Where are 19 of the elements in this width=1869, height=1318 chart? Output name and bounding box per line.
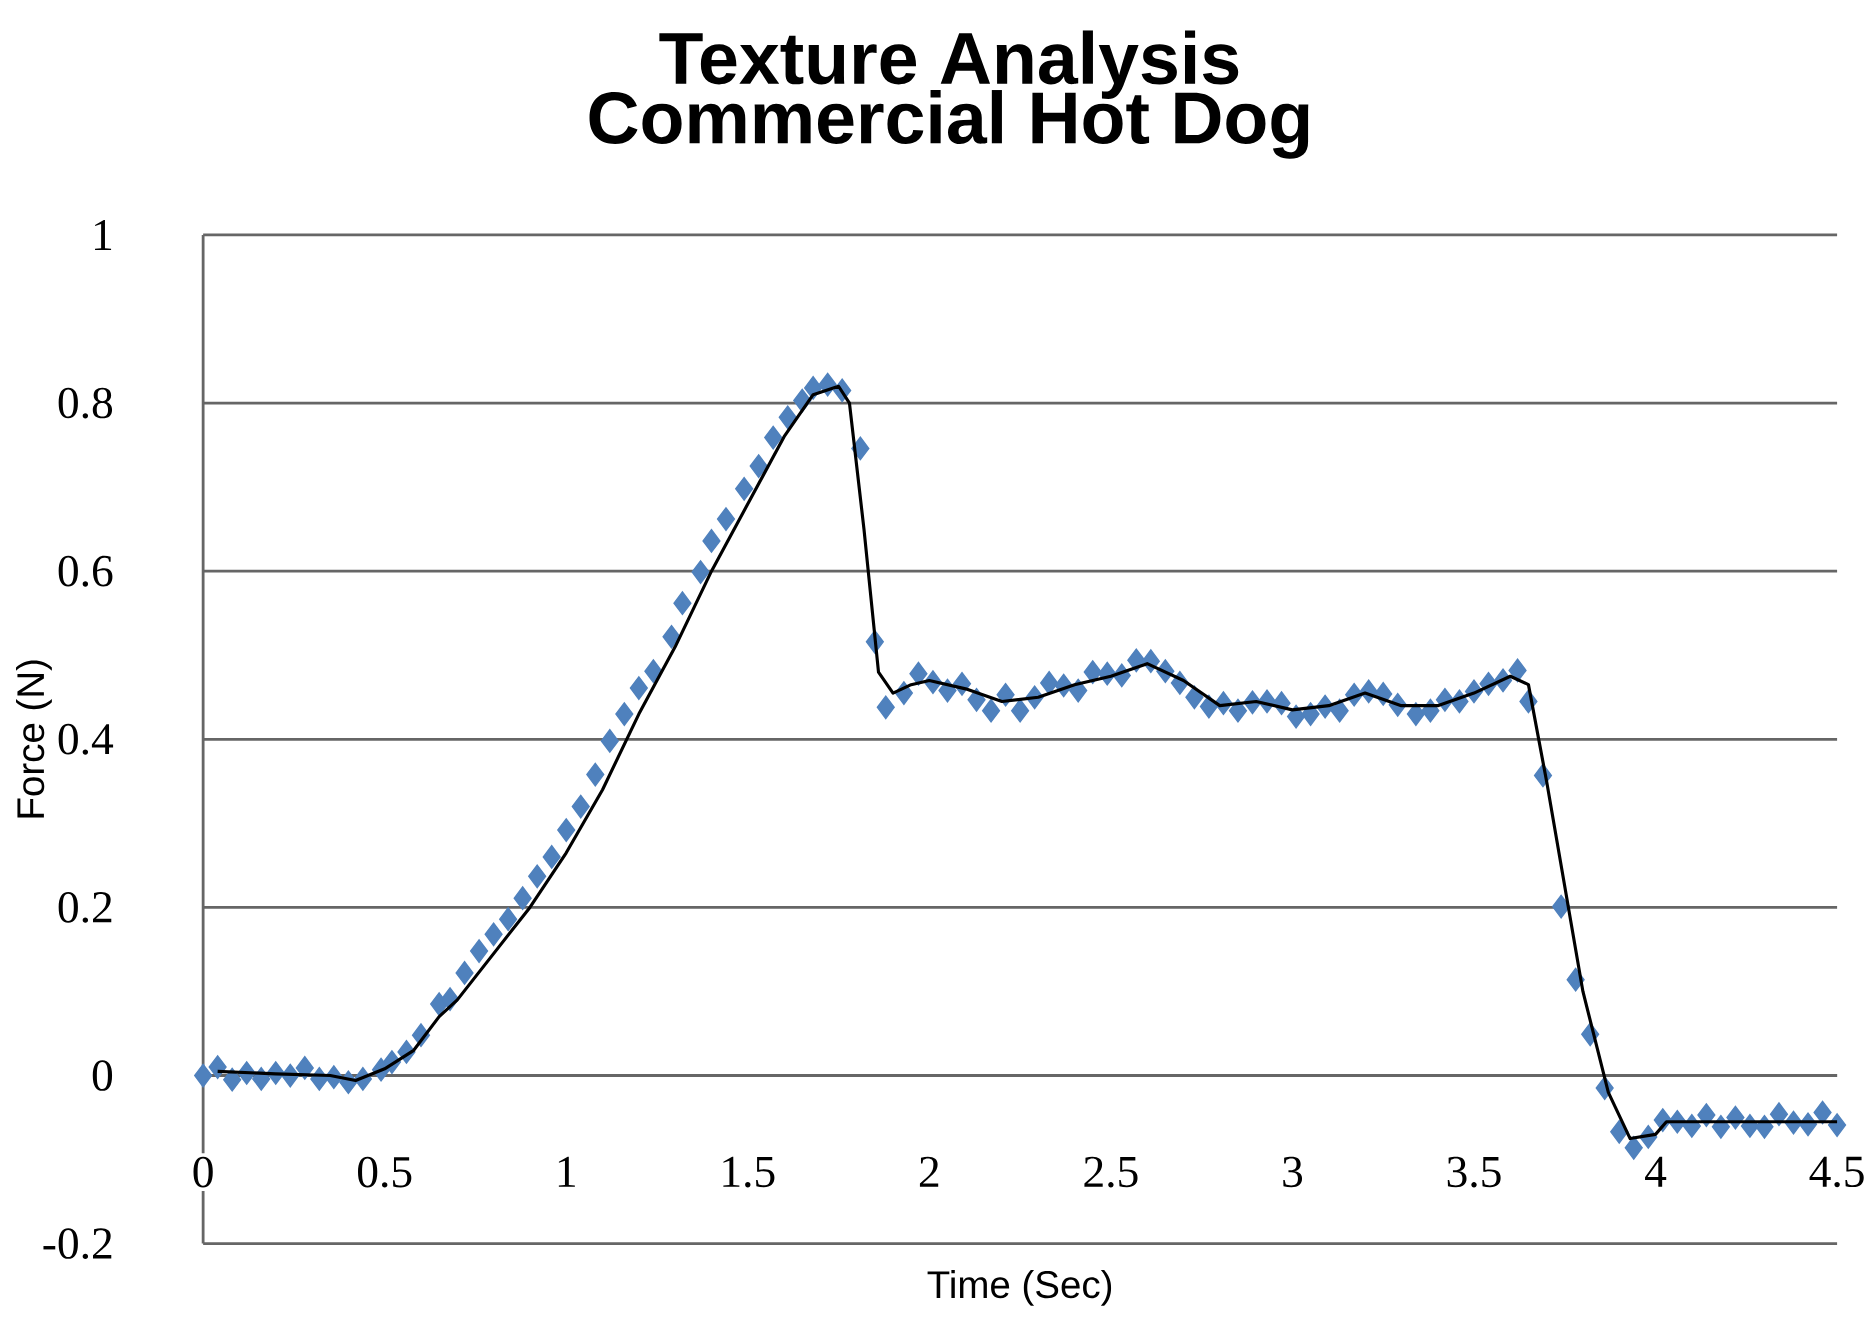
x-tick-label: 2 bbox=[919, 1156, 939, 1188]
y-tick-label: 0.4 bbox=[58, 724, 114, 755]
y-tick-label: 1 bbox=[95, 220, 112, 251]
y-tick-label: 0 bbox=[92, 1060, 113, 1092]
y-tick-label: 0.6 bbox=[58, 555, 113, 587]
x-tick-label: 4 bbox=[1645, 1156, 1667, 1187]
x-tick-label: 3.5 bbox=[1447, 1156, 1501, 1188]
y-tick-label: 0.2 bbox=[58, 892, 112, 924]
y-axis-title: Force (N) bbox=[16, 660, 52, 818]
x-tick-label: 4.5 bbox=[1809, 1156, 1864, 1188]
y-tick-label: -0.2 bbox=[43, 1228, 112, 1260]
x-tick-label: 1 bbox=[558, 1156, 575, 1187]
x-axis-title: Time (Sec) bbox=[927, 1270, 1112, 1307]
x-tick-label: 1.5 bbox=[723, 1156, 775, 1188]
y-tick-label: 0.8 bbox=[58, 387, 113, 419]
x-tick-label: 2.5 bbox=[1084, 1156, 1138, 1188]
x-tick-label: 3 bbox=[1283, 1156, 1303, 1188]
x-tick-label: 0 bbox=[193, 1156, 213, 1188]
x-tick-label: 0.5 bbox=[358, 1156, 412, 1188]
